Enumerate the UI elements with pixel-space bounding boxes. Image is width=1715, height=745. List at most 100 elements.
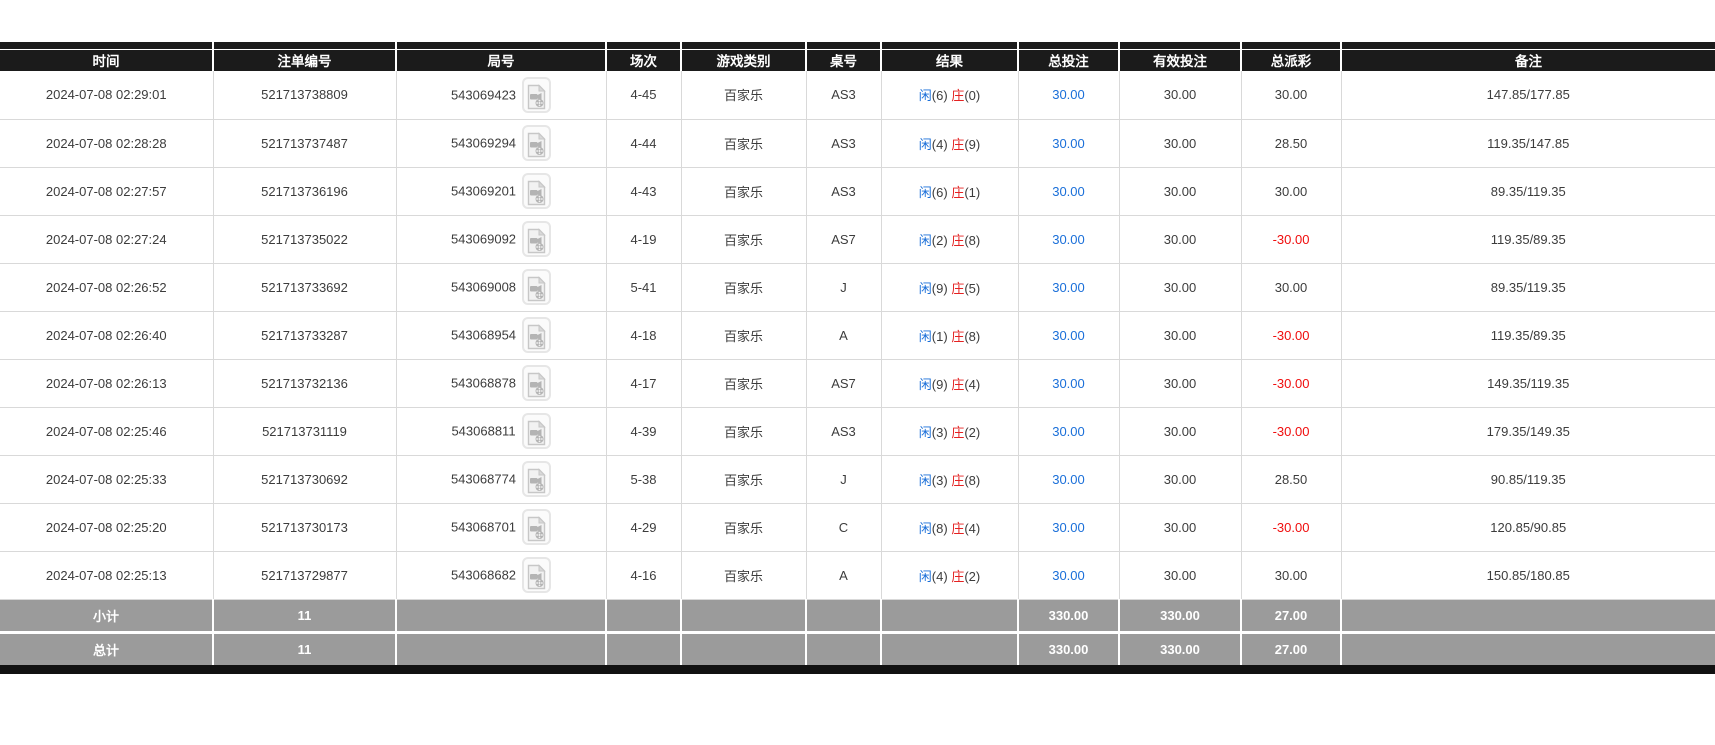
remark-cell: 179.35/149.35 [1341, 407, 1715, 456]
subtotal-total-bet: 330.00 [1018, 599, 1120, 634]
time-cell: 2024-07-08 02:25:13 [0, 551, 214, 600]
player-result-label: 闲 [918, 280, 932, 296]
player-result-score: (9) [931, 280, 948, 296]
valid-bet-cell: 30.00 [1119, 71, 1242, 120]
time-cell: 2024-07-08 02:29:01 [0, 71, 214, 120]
table-row: 2024-07-08 02:27:24 521713735022 5430690… [0, 215, 1715, 264]
remark-cell: 147.85/177.85 [1341, 71, 1715, 120]
video-replay-icon [527, 180, 546, 209]
video-replay-button[interactable] [522, 557, 552, 593]
grand-total-valid-bet: 330.00 [1119, 632, 1242, 665]
bet-id-cell: 521713730692 [213, 455, 397, 504]
total-bet-link[interactable]: 30.00 [1018, 551, 1120, 600]
video-replay-button[interactable] [522, 125, 552, 161]
valid-bet-cell: 30.00 [1119, 359, 1242, 408]
total-bet-link[interactable]: 30.00 [1018, 263, 1120, 312]
payout-value: -30.00 [1241, 311, 1342, 360]
result-cell: 闲(9) 庄(5) [881, 263, 1019, 312]
total-bet-link[interactable]: 30.00 [1018, 407, 1120, 456]
subtotal-payout: 27.00 [1241, 599, 1342, 634]
round-cell: 543069201 [396, 167, 607, 216]
player-result-score: (6) [931, 88, 948, 104]
valid-bet-cell: 30.00 [1119, 551, 1242, 600]
table-no-cell: A [806, 551, 882, 600]
time-cell: 2024-07-08 02:26:13 [0, 359, 214, 408]
banker-result-label: 庄 [951, 136, 965, 152]
player-result-label: 闲 [918, 568, 932, 584]
total-bet-link[interactable]: 30.00 [1018, 167, 1120, 216]
col-header-session: 场次 [606, 49, 682, 71]
video-replay-button[interactable] [522, 173, 552, 209]
bet-id-cell: 521713732136 [213, 359, 397, 408]
session-cell: 4-43 [606, 167, 682, 216]
grand-total-row: 总计 11 330.00 330.00 27.00 [0, 632, 1715, 665]
video-replay-button[interactable] [522, 461, 552, 497]
total-bet-link[interactable]: 30.00 [1018, 455, 1120, 504]
bet-id-cell: 521713738809 [213, 71, 397, 120]
payout-value: 30.00 [1241, 167, 1342, 216]
payout-value: 30.00 [1241, 263, 1342, 312]
video-replay-icon [527, 420, 546, 449]
video-replay-button[interactable] [522, 509, 552, 545]
time-cell: 2024-07-08 02:28:28 [0, 119, 214, 168]
bet-records-table: 时间 注单编号 局号 场次 游戏类别 桌号 结果 总投注 有效投注 总派彩 备注… [0, 42, 1715, 665]
remark-cell: 150.85/180.85 [1341, 551, 1715, 600]
banker-result-label: 庄 [951, 376, 965, 392]
valid-bet-cell: 30.00 [1119, 215, 1242, 264]
round-number: 543069092 [450, 231, 517, 247]
grand-total-payout: 27.00 [1241, 632, 1342, 665]
video-replay-button[interactable] [521, 413, 551, 449]
banker-result-label: 庄 [951, 520, 965, 536]
round-number: 543068811 [451, 423, 516, 439]
table-no-cell: AS3 [806, 407, 882, 456]
game-type-cell: 百家乐 [681, 455, 807, 504]
table-row: 2024-07-08 02:29:01 521713738809 5430694… [0, 71, 1715, 120]
player-result-label: 闲 [918, 136, 932, 152]
video-replay-button[interactable] [522, 365, 552, 401]
result-cell: 闲(6) 庄(0) [881, 71, 1019, 120]
session-cell: 4-44 [606, 119, 682, 168]
banker-result-score: (2) [964, 568, 981, 584]
remark-cell: 149.35/119.35 [1341, 359, 1715, 408]
banker-result-score: (9) [964, 136, 981, 152]
video-replay-button[interactable] [522, 221, 552, 257]
total-bet-link[interactable]: 30.00 [1018, 503, 1120, 552]
time-cell: 2024-07-08 02:26:52 [0, 263, 214, 312]
video-replay-button[interactable] [522, 269, 552, 305]
col-header-valid-bet: 有效投注 [1119, 49, 1242, 71]
table-no-cell: J [806, 455, 882, 504]
video-replay-button[interactable] [522, 76, 552, 113]
total-bet-link[interactable]: 30.00 [1018, 311, 1120, 360]
game-type-cell: 百家乐 [681, 263, 807, 312]
round-number: 543068774 [450, 471, 517, 487]
round-cell: 543068811 [396, 407, 607, 456]
table-row: 2024-07-08 02:25:13 521713729877 5430686… [0, 551, 1715, 600]
table-no-cell: AS3 [806, 119, 882, 168]
video-replay-icon [527, 84, 546, 113]
table-no-cell: AS3 [806, 71, 882, 120]
round-cell: 543068682 [396, 551, 607, 600]
round-cell: 543068878 [396, 359, 607, 408]
total-bet-link[interactable]: 30.00 [1018, 119, 1120, 168]
time-cell: 2024-07-08 02:25:20 [0, 503, 214, 552]
round-number: 543068954 [450, 327, 517, 343]
total-bet-link[interactable]: 30.00 [1018, 215, 1120, 264]
table-row: 2024-07-08 02:27:57 521713736196 5430692… [0, 167, 1715, 216]
total-bet-link[interactable]: 30.00 [1018, 359, 1120, 408]
table-no-cell: J [806, 263, 882, 312]
total-bet-link[interactable]: 30.00 [1018, 71, 1120, 120]
remark-cell: 90.85/119.35 [1341, 455, 1715, 504]
valid-bet-cell: 30.00 [1119, 167, 1242, 216]
session-cell: 4-18 [606, 311, 682, 360]
banker-result-label: 庄 [951, 472, 965, 488]
payout-value: -30.00 [1241, 503, 1342, 552]
time-cell: 2024-07-08 02:27:57 [0, 167, 214, 216]
round-cell: 543069423 [396, 71, 607, 120]
player-result-score: (2) [931, 232, 948, 248]
video-replay-icon [527, 324, 546, 353]
player-result-score: (6) [931, 184, 948, 200]
payout-value: -30.00 [1241, 215, 1342, 264]
video-replay-button[interactable] [522, 317, 552, 353]
valid-bet-cell: 30.00 [1119, 119, 1242, 168]
col-header-round: 局号 [396, 49, 607, 71]
